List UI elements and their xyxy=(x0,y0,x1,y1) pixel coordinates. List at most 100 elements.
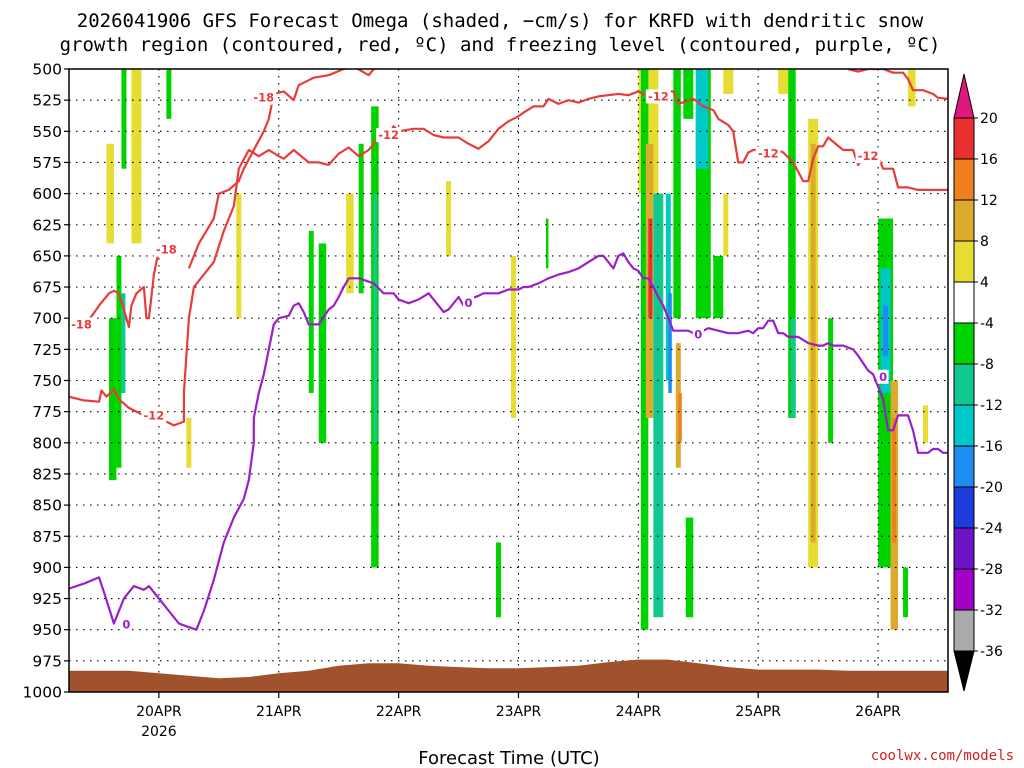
colorbar-band xyxy=(953,568,975,611)
y-tick-label: 575 xyxy=(32,154,62,172)
colorbar-label: -16 xyxy=(980,439,1003,455)
omega-shade-cell xyxy=(683,69,694,119)
y-tick-label: 950 xyxy=(32,621,62,639)
omega-shade-cell xyxy=(678,392,682,443)
omega-shade-cell xyxy=(545,218,549,269)
omega-shade-cell xyxy=(713,255,724,319)
contour-label-bg xyxy=(251,90,277,105)
plot-inner: -18 -18 -18 -12 -12 -12 -12 -12 0 0 0 0 xyxy=(69,69,948,692)
contour-label-bg xyxy=(69,317,94,332)
colorbar-band xyxy=(953,281,975,324)
colorbar: 20 16 12 8 4 -4 -8 -12 -16 -20 -24 -28 -32 -36 xyxy=(953,73,1003,692)
y-tick-label: 975 xyxy=(32,652,62,670)
x-tick-label: 26APR xyxy=(855,704,901,720)
contour-label: -12 xyxy=(648,89,669,103)
colorbar-band xyxy=(953,486,975,529)
x-tick-label: 21APR xyxy=(256,704,302,720)
colorbar-label: 8 xyxy=(980,234,989,250)
colorbar-band xyxy=(953,240,975,283)
omega-shade-cell xyxy=(923,405,929,443)
omega-shade-cell xyxy=(695,69,709,169)
contour-label: -12 xyxy=(758,147,779,161)
colorbar-label: 16 xyxy=(980,152,998,168)
y-tick-label: 750 xyxy=(32,372,62,390)
contour-line xyxy=(69,90,948,427)
omega-shade-cell xyxy=(116,255,122,468)
contour-label: -12 xyxy=(378,128,399,142)
omega-shade-cell xyxy=(640,69,649,630)
y-tick-label: 825 xyxy=(32,465,62,483)
y-tick-label: 700 xyxy=(32,310,62,328)
contour-label-bg xyxy=(755,146,781,161)
contour-line xyxy=(69,252,948,631)
omega-shade-cell xyxy=(665,193,671,381)
colorbar-label: 20 xyxy=(980,111,998,127)
contour-label-bg xyxy=(855,149,881,164)
omega-shade-cell xyxy=(788,69,796,418)
colorbar-label: -32 xyxy=(980,603,1003,619)
contour-label-bg xyxy=(463,296,475,311)
colorbar-bottom-arrow xyxy=(953,650,975,692)
y-tick-label: 800 xyxy=(32,434,62,452)
omega-shade-cell xyxy=(510,255,516,418)
omega-shade-cell xyxy=(653,193,664,618)
y-tick-label: 675 xyxy=(32,279,62,297)
y-tick-label: 775 xyxy=(32,403,62,421)
contour-label: 0 xyxy=(122,618,130,632)
y-tick-label: 650 xyxy=(32,247,62,265)
omega-shade-cell xyxy=(810,143,816,543)
contour-label: 0 xyxy=(465,296,473,310)
x-tick-label: 25APR xyxy=(735,704,781,720)
contour-label-bg xyxy=(645,89,671,104)
colorbar-label: -28 xyxy=(980,562,1003,578)
colorbar-band xyxy=(953,199,975,242)
omega-shade-cell xyxy=(903,567,909,618)
omega-shade-cell xyxy=(778,69,789,94)
omega-shade-cell xyxy=(446,181,452,256)
surface-terrain xyxy=(69,659,948,692)
colorbar-label: 4 xyxy=(980,275,989,291)
omega-shade-cell xyxy=(236,193,242,319)
omega-shade-cell xyxy=(318,243,327,443)
credit-text: coolwx.com/models xyxy=(871,748,1014,764)
contour-line xyxy=(187,69,379,269)
y-tick-label: 550 xyxy=(32,123,62,141)
omega-shade-cell xyxy=(166,69,172,119)
contour-label: 0 xyxy=(879,370,887,384)
colorbar-label: -12 xyxy=(980,398,1003,414)
omega-shade-cell xyxy=(673,69,681,319)
contour-line xyxy=(69,242,163,328)
colorbar-band xyxy=(953,445,975,488)
colorbar-band xyxy=(953,527,975,570)
contour-label-bg xyxy=(692,327,704,342)
x-tick-label: 20APR xyxy=(136,704,182,720)
y-tick-label: 625 xyxy=(32,216,62,234)
contour-label: -18 xyxy=(71,317,92,331)
y-tick-label: 875 xyxy=(32,528,62,546)
chart-title-line-2: growth region (contoured, red, ºC) and f… xyxy=(60,34,941,56)
contour-label: 0 xyxy=(694,327,702,341)
x-tick-sublabel: 2026 xyxy=(141,724,177,740)
plot-area: -18 -18 -18 -12 -12 -12 -12 -12 0 0 0 0 xyxy=(69,69,948,692)
omega-shade-cell xyxy=(828,318,834,443)
x-tick-label: 24APR xyxy=(616,704,662,720)
axes: 500 525 550 575 600 625 650 675 700 725 750 775 800 8… xyxy=(23,61,949,740)
colorbar-label: -20 xyxy=(980,480,1003,496)
omega-shade-cell xyxy=(723,69,734,94)
contour-label-bg xyxy=(120,617,132,632)
omega-shade-cell xyxy=(346,193,354,294)
x-axis-label: Forecast Time (UTC) xyxy=(418,748,599,768)
y-tick-label: 600 xyxy=(32,185,62,203)
omega-shade-cell xyxy=(883,305,889,356)
omega-shade-cell xyxy=(108,318,117,481)
colorbar-label: -24 xyxy=(980,521,1003,537)
colorbar-label: -8 xyxy=(980,357,994,373)
contour-label: -18 xyxy=(253,91,274,105)
omega-shade-cell xyxy=(790,318,796,418)
contour-label-bg xyxy=(141,408,167,423)
omega-shade-cell xyxy=(496,542,502,618)
contour-label: -12 xyxy=(144,408,165,422)
colorbar-top-arrow xyxy=(953,73,975,119)
colorbar-band xyxy=(953,404,975,447)
y-tick-label: 725 xyxy=(32,341,62,359)
